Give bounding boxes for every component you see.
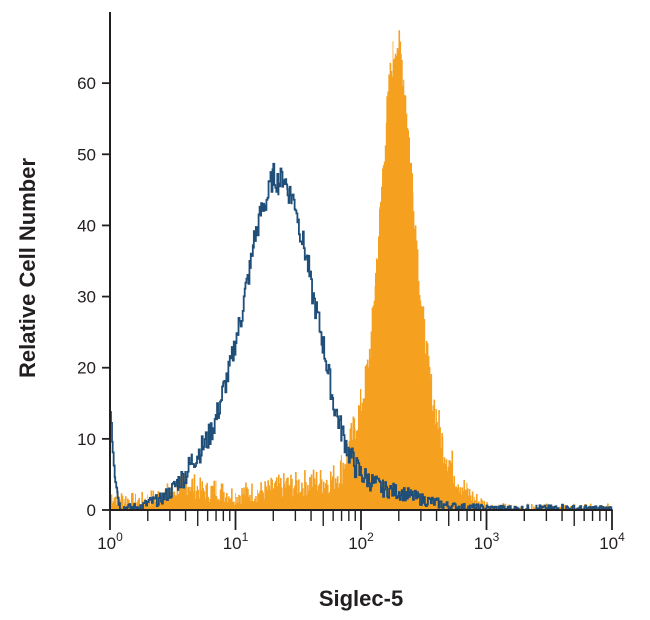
x-tick-label: 101 — [223, 530, 249, 553]
y-tick-label: 20 — [77, 359, 96, 378]
y-tick-label: 30 — [77, 288, 96, 307]
y-tick-label: 10 — [77, 430, 96, 449]
x-tick-label: 100 — [97, 530, 123, 553]
x-tick-label: 102 — [348, 530, 374, 553]
x-axis-title: Siglec-5 — [319, 586, 403, 611]
y-axis-title: Relative Cell Number — [15, 158, 40, 379]
x-tick-label: 103 — [474, 530, 500, 553]
y-tick-label: 40 — [77, 216, 96, 235]
series-0-filled-histogram — [109, 30, 613, 511]
x-tick-label: 104 — [599, 530, 625, 553]
y-tick-label: 50 — [77, 145, 96, 164]
y-tick-label: 0 — [87, 501, 96, 520]
y-tick-label: 60 — [77, 74, 96, 93]
